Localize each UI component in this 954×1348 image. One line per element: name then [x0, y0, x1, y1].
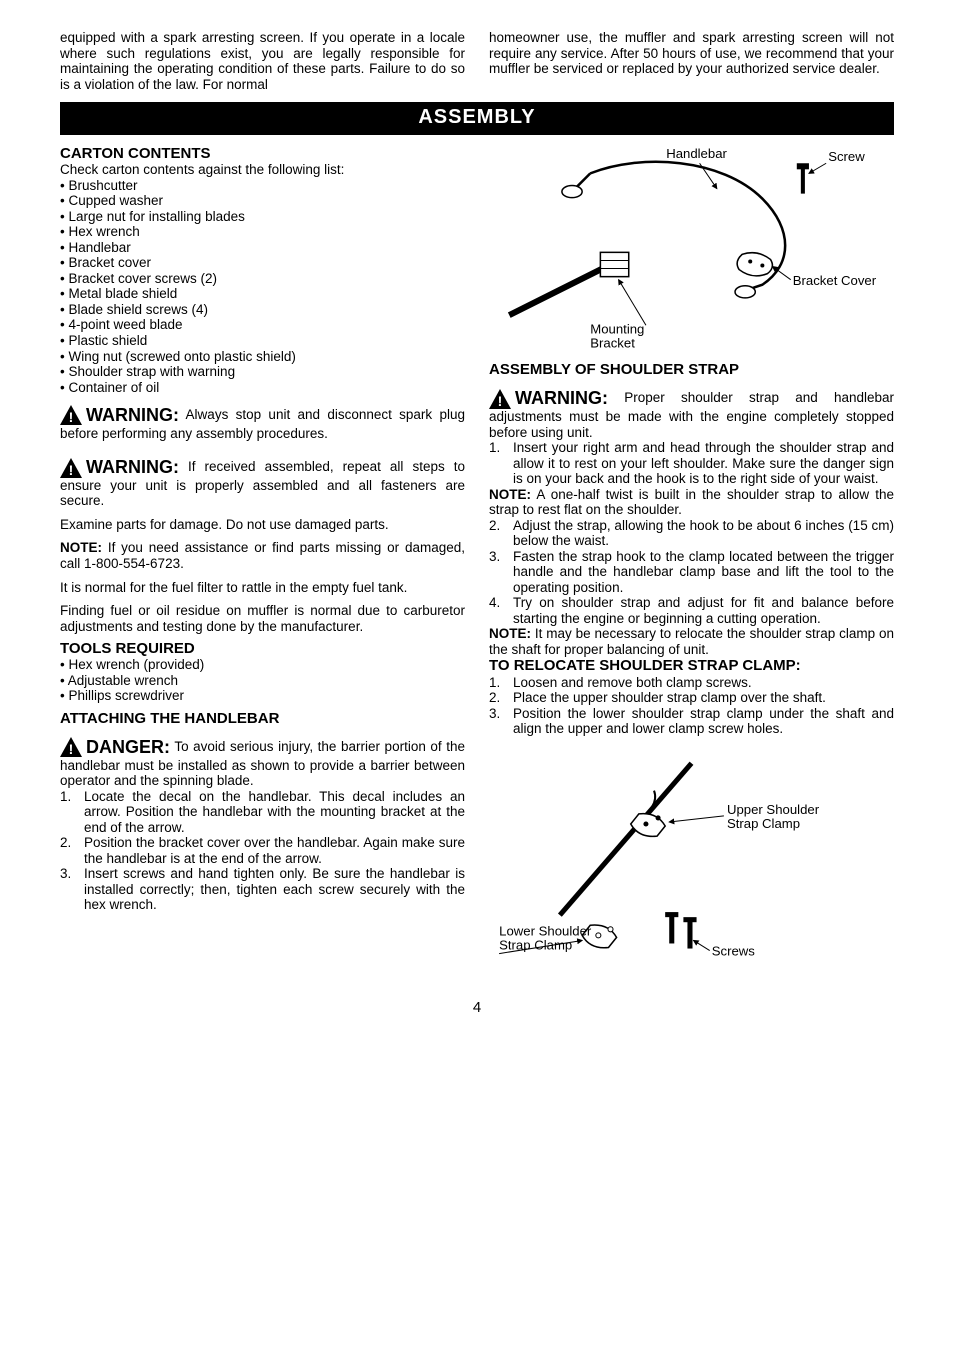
- warning-label: WARNING:: [86, 405, 179, 425]
- svg-text:!: !: [69, 741, 74, 757]
- warning-icon: !: [60, 405, 82, 425]
- list-item: Large nut for installing blades: [60, 209, 465, 225]
- list-item: 4.Try on shoulder strap and adjust for f…: [489, 595, 894, 626]
- diagram-label-bracket-cover: Bracket Cover: [793, 273, 877, 288]
- carton-contents-intro: Check carton contents against the follow…: [60, 162, 465, 178]
- list-item: Blade shield screws (4): [60, 302, 465, 318]
- list-item: Plastic shield: [60, 333, 465, 349]
- warning-2: !WARNING: If received assembled, repeat …: [60, 457, 465, 509]
- list-item: 1.Loosen and remove both clamp screws.: [489, 675, 894, 691]
- diagram-label-upper-clamp: Upper ShoulderStrap Clamp: [727, 802, 820, 831]
- list-item: 2.Place the upper shoulder strap clamp o…: [489, 690, 894, 706]
- list-item: Container of oil: [60, 380, 465, 396]
- fuel-residue-paragraph: Finding fuel or oil residue on muffler i…: [60, 603, 465, 634]
- tools-required-title: TOOLS REQUIRED: [60, 640, 465, 657]
- svg-text:!: !: [498, 393, 503, 409]
- list-item: Hex wrench: [60, 224, 465, 240]
- list-item: Wing nut (screwed onto plastic shield): [60, 349, 465, 365]
- list-item: 2.Adjust the strap, allowing the hook to…: [489, 518, 894, 549]
- tools-required-list: Hex wrench (provided) Adjustable wrench …: [60, 657, 465, 704]
- list-item: Hex wrench (provided): [60, 657, 465, 673]
- note-text: It may be necessary to relocate the shou…: [489, 626, 894, 657]
- note-2: NOTE: A one-half twist is built in the s…: [489, 487, 894, 518]
- top-right-paragraph: homeowner use, the muffler and spark arr…: [489, 30, 894, 92]
- warning-3: !WARNING: Proper shoulder strap and hand…: [489, 388, 894, 440]
- shoulder-strap-steps: 1.Insert your right arm and head through…: [489, 440, 894, 487]
- diagram-label-screw: Screw: [828, 149, 865, 164]
- svg-text:!: !: [69, 462, 74, 478]
- note-label: NOTE:: [489, 487, 531, 502]
- list-item: 3.Position the lower shoulder strap clam…: [489, 706, 894, 737]
- danger-1: !DANGER: To avoid serious injury, the ba…: [60, 737, 465, 789]
- left-column: CARTON CONTENTS Check carton contents ag…: [60, 143, 465, 979]
- carton-contents-title: CARTON CONTENTS: [60, 145, 465, 162]
- list-item: 3.Fasten the strap hook to the clamp loc…: [489, 549, 894, 596]
- list-item: Adjustable wrench: [60, 673, 465, 689]
- list-item: Shoulder strap with warning: [60, 364, 465, 380]
- list-item: Phillips screwdriver: [60, 688, 465, 704]
- fuel-filter-paragraph: It is normal for the fuel filter to ratt…: [60, 580, 465, 596]
- warning-label: WARNING:: [515, 388, 608, 408]
- attaching-handlebar-title: ATTACHING THE HANDLEBAR: [60, 710, 465, 727]
- warning-1: !WARNING: Always stop unit and disconnec…: [60, 405, 465, 441]
- note-label: NOTE:: [489, 626, 531, 641]
- svg-text:!: !: [69, 409, 74, 425]
- warning-icon: !: [60, 737, 82, 757]
- list-item: 3.Insert screws and hand tighten only. B…: [60, 866, 465, 913]
- danger-label: DANGER:: [86, 737, 170, 757]
- carton-contents-list: Brushcutter Cupped washer Large nut for …: [60, 178, 465, 395]
- note-label: NOTE:: [60, 540, 102, 555]
- warning-icon: !: [489, 389, 511, 409]
- warning-label: WARNING:: [86, 457, 179, 477]
- list-item: Handlebar: [60, 240, 465, 256]
- note-text: If you need assistance or find parts mis…: [60, 540, 465, 571]
- diagram-label-screws: Screws: [712, 943, 756, 958]
- list-item: Cupped washer: [60, 193, 465, 209]
- handlebar-diagram: Handlebar Screw Bracket Cover MountingBr…: [489, 143, 894, 356]
- note-3: NOTE: It may be necessary to relocate th…: [489, 626, 894, 657]
- list-item: Bracket cover: [60, 255, 465, 271]
- list-item: Brushcutter: [60, 178, 465, 194]
- relocate-clamp-title: TO RELOCATE SHOULDER STRAP CLAMP:: [489, 657, 894, 674]
- page-number: 4: [60, 999, 894, 1016]
- list-item: Metal blade shield: [60, 286, 465, 302]
- diagram-label-lower-clamp: Lower ShoulderStrap Clamp: [499, 923, 592, 952]
- list-item: 2.Position the bracket cover over the ha…: [60, 835, 465, 866]
- note-text: A one-half twist is built in the shoulde…: [489, 487, 894, 518]
- diagram-label-handlebar: Handlebar: [666, 146, 727, 161]
- top-left-paragraph: equipped with a spark arresting screen. …: [60, 30, 465, 92]
- list-item: 1.Locate the decal on the handlebar. Thi…: [60, 789, 465, 836]
- attach-steps-list: 1.Locate the decal on the handlebar. Thi…: [60, 789, 465, 913]
- clamp-diagram: Upper ShoulderStrap Clamp Lower Shoulder…: [489, 743, 894, 976]
- relocate-clamp-steps: 1.Loosen and remove both clamp screws. 2…: [489, 675, 894, 737]
- list-item: 4-point weed blade: [60, 317, 465, 333]
- warning-icon: !: [60, 458, 82, 478]
- examine-paragraph: Examine parts for damage. Do not use dam…: [60, 517, 465, 533]
- list-item: 1.Insert your right arm and head through…: [489, 440, 894, 487]
- note-1: NOTE: If you need assistance or find par…: [60, 540, 465, 571]
- shoulder-strap-steps-cont: 2.Adjust the strap, allowing the hook to…: [489, 518, 894, 627]
- right-column: Handlebar Screw Bracket Cover MountingBr…: [489, 143, 894, 979]
- list-item: Bracket cover screws (2): [60, 271, 465, 287]
- assembly-banner: ASSEMBLY: [60, 102, 894, 135]
- diagram-label-mounting: MountingBracket: [590, 321, 644, 350]
- assembly-shoulder-strap-title: ASSEMBLY OF SHOULDER STRAP: [489, 361, 894, 378]
